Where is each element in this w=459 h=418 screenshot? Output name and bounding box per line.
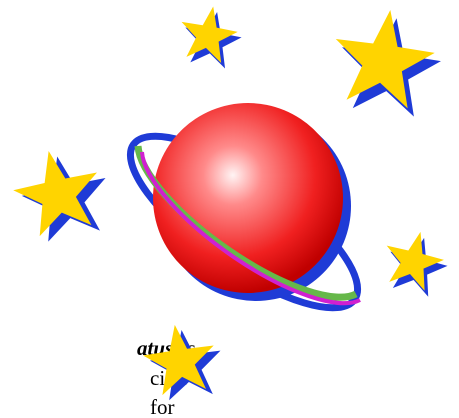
star [139, 319, 227, 403]
star [175, 1, 246, 71]
star [327, 3, 447, 120]
star [6, 142, 116, 246]
planet [126, 103, 362, 312]
text-line: for [150, 395, 175, 418]
star [378, 224, 453, 300]
